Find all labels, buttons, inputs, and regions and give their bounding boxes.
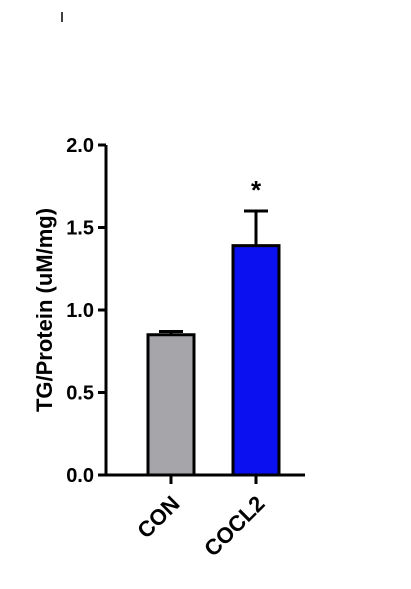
bars: * xyxy=(146,175,281,477)
y-tick-label: 0.0 xyxy=(66,465,94,487)
y-axis-ticks: 0.0 0.5 1.0 1.5 2.0 xyxy=(66,135,106,487)
y-tick-label: 1.0 xyxy=(66,300,94,322)
category-label: CON xyxy=(132,491,184,543)
y-tick-label: 1.5 xyxy=(66,218,94,240)
significance-marker: * xyxy=(251,175,262,205)
y-axis-label: TG/Protein (uM/mg) xyxy=(32,208,57,412)
category-labels: CON COCL2 xyxy=(132,475,270,561)
y-tick-label: 0.5 xyxy=(66,383,94,405)
y-tick-label: 2.0 xyxy=(66,135,94,157)
bar-cocl2 xyxy=(231,244,281,477)
bar-con xyxy=(146,333,196,477)
category-label: COCL2 xyxy=(199,491,269,561)
